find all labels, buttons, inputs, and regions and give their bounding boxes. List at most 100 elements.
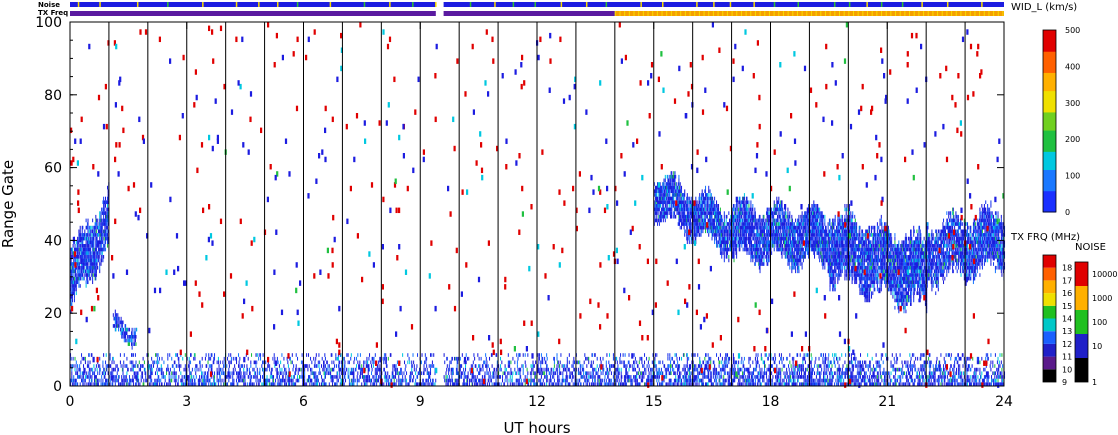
echo-cell: [778, 240, 780, 245]
echo-cell: [654, 204, 656, 208]
echo-cell: [690, 200, 692, 205]
echo-cell: [797, 222, 799, 226]
echo-cell: [853, 269, 855, 274]
echo-cell: [890, 269, 892, 274]
echo-cell: [807, 218, 809, 223]
echo-cell: [675, 189, 677, 194]
echo-cell: [84, 273, 86, 277]
echo-cell: [777, 207, 779, 212]
echo-cell: [722, 251, 724, 255]
echo-cell: [846, 276, 848, 281]
echo-cell: [803, 222, 805, 226]
echo-cell: [868, 298, 870, 303]
echo-cell: [94, 258, 96, 263]
echo-cell: [897, 255, 899, 259]
echo-cell: [778, 222, 780, 226]
echo-cell: [107, 207, 109, 212]
echo-cell: [829, 262, 831, 266]
echo-cell: [753, 229, 755, 234]
echo-cell: [742, 233, 744, 237]
echo-cell: [76, 251, 78, 255]
echo-cell: [822, 247, 824, 252]
echo-cell: [853, 255, 855, 259]
echo-cell: [733, 258, 735, 263]
echo-cell: [695, 236, 697, 241]
echo-cell: [821, 222, 823, 226]
echo-cell: [869, 240, 871, 245]
echo-cell: [690, 222, 692, 226]
echo-cell: [125, 324, 127, 328]
echo-cell: [774, 204, 776, 208]
echo-cell: [869, 291, 871, 296]
echo-cell: [782, 233, 784, 237]
echo-cell: [858, 273, 860, 277]
echo-cell: [776, 247, 778, 252]
echo-cell: [746, 236, 748, 241]
echo-cell: [812, 222, 814, 226]
echo-cell: [86, 273, 88, 277]
echo-cell: [775, 211, 777, 215]
echo-cell: [778, 207, 780, 212]
echo-cell: [95, 247, 97, 252]
echo-cell: [745, 225, 747, 230]
echo-cell: [729, 218, 731, 223]
echo-cell: [729, 233, 731, 237]
echo-cell: [838, 240, 840, 245]
echo-cell: [78, 265, 80, 270]
echo-cell: [740, 207, 742, 212]
echo-cell: [79, 262, 81, 266]
echo-cell: [96, 251, 98, 255]
echo-cell: [772, 236, 774, 241]
echo-cell: [844, 240, 846, 245]
echo-cell: [869, 295, 871, 299]
echo-cell: [835, 269, 837, 274]
echo-cell: [840, 258, 842, 263]
echo-cell: [78, 236, 80, 241]
echo-cell: [741, 207, 743, 212]
echo-cell: [874, 236, 876, 241]
echo-cell: [890, 276, 892, 281]
echo-cell: [880, 233, 882, 237]
echo-cell: [810, 211, 812, 215]
echo-cell: [828, 262, 830, 266]
echo-cell: [865, 276, 867, 281]
echo-cell: [900, 291, 902, 296]
echo-cell: [723, 247, 725, 252]
echo-cell: [732, 229, 734, 234]
echo-cell: [830, 276, 832, 281]
echo-cell: [862, 229, 864, 234]
echo-cell: [70, 287, 72, 292]
echo-cell: [745, 207, 747, 212]
echo-cell: [888, 255, 890, 259]
echo-cell: [701, 193, 703, 197]
echo-cell: [747, 233, 749, 237]
echo-cell: [838, 247, 840, 252]
echo-cell: [813, 207, 815, 212]
echo-cell: [871, 247, 873, 252]
echo-cell: [761, 222, 763, 226]
echo-cell: [754, 251, 756, 255]
echo-cell: [833, 225, 835, 230]
echo-cell: [797, 233, 799, 237]
echo-cell: [762, 262, 764, 266]
echo-cell: [722, 247, 724, 252]
echo-cell: [881, 240, 883, 245]
txfreq-bar-mark: [652, 11, 654, 16]
echo-cell: [851, 269, 853, 274]
echo-cell: [120, 316, 122, 321]
echo-cell: [669, 196, 671, 201]
echo-cell: [846, 265, 848, 270]
echo-cell: [897, 251, 899, 255]
echo-cell: [727, 240, 729, 245]
echo-cell: [810, 247, 812, 252]
echo-cell: [865, 244, 867, 248]
echo-cell: [688, 200, 690, 205]
echo-cell: [669, 207, 671, 212]
echo-cell: [732, 214, 734, 219]
echo-cell: [711, 214, 713, 219]
echo-cell: [818, 214, 820, 219]
echo-cell: [745, 218, 747, 223]
echo-cell: [837, 265, 839, 270]
echo-cell: [801, 244, 803, 248]
echo-cell: [735, 207, 737, 212]
